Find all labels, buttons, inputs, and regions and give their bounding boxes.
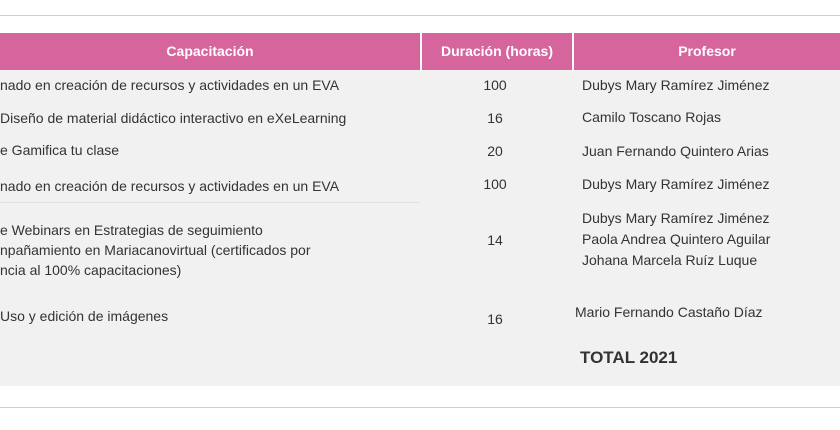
total-label: TOTAL 2021 xyxy=(580,348,678,367)
header-profesor: Profesor xyxy=(678,43,736,59)
cell-profesor: Juan Fernando Quintero Arias xyxy=(582,143,769,159)
cell-profesor: Dubys Mary Ramírez Jiménez xyxy=(582,176,770,192)
cell-capacitacion: nado en creación de recursos y actividad… xyxy=(0,77,340,93)
cell-capacitacion: ncia al 100% capacitaciones) xyxy=(0,262,182,278)
cell-duracion: 16 xyxy=(487,311,503,327)
table-header: Capacitación Duración (horas) Profesor xyxy=(0,33,840,70)
cell-capacitacion: nado en creación de recursos y actividad… xyxy=(0,178,340,194)
cell-duracion: 20 xyxy=(487,143,503,159)
capacitaciones-table: Capacitación Duración (horas) Profesor n… xyxy=(0,33,840,386)
cell-profesor: Mario Fernando Castaño Díaz xyxy=(575,304,763,320)
cell-duracion: 100 xyxy=(483,77,507,93)
top-rule xyxy=(0,15,840,16)
header-duracion: Duración (horas) xyxy=(440,43,553,59)
header-separator xyxy=(420,33,422,70)
cell-capacitacion: Uso y edición de imágenes xyxy=(0,308,169,324)
cell-profesor: Dubys Mary Ramírez Jiménez xyxy=(582,77,770,93)
row-divider xyxy=(0,202,420,203)
header-separator xyxy=(572,33,574,70)
cell-profesor: Johana Marcela Ruíz Luque xyxy=(582,252,758,268)
cell-profesor: Dubys Mary Ramírez Jiménez xyxy=(582,210,770,226)
cell-profesor: Camilo Toscano Rojas xyxy=(582,109,722,125)
cell-duracion: 14 xyxy=(487,232,503,248)
header-capacitacion: Capacitación xyxy=(166,43,254,59)
cell-capacitacion: Diseño de material didáctico interactivo… xyxy=(0,110,347,126)
cell-capacitacion: npañamiento en Mariacanovirtual (certifi… xyxy=(0,242,311,258)
bottom-rule xyxy=(0,407,840,408)
cell-duracion: 100 xyxy=(483,176,507,192)
cell-capacitacion: e Webinars en Estrategias de seguimiento xyxy=(0,222,263,238)
cell-duracion: 16 xyxy=(487,110,503,126)
table-body: nado en creación de recursos y actividad… xyxy=(0,70,840,386)
cell-capacitacion: e Gamifica tu clase xyxy=(0,142,120,158)
cell-profesor: Paola Andrea Quintero Aguilar xyxy=(582,231,771,247)
